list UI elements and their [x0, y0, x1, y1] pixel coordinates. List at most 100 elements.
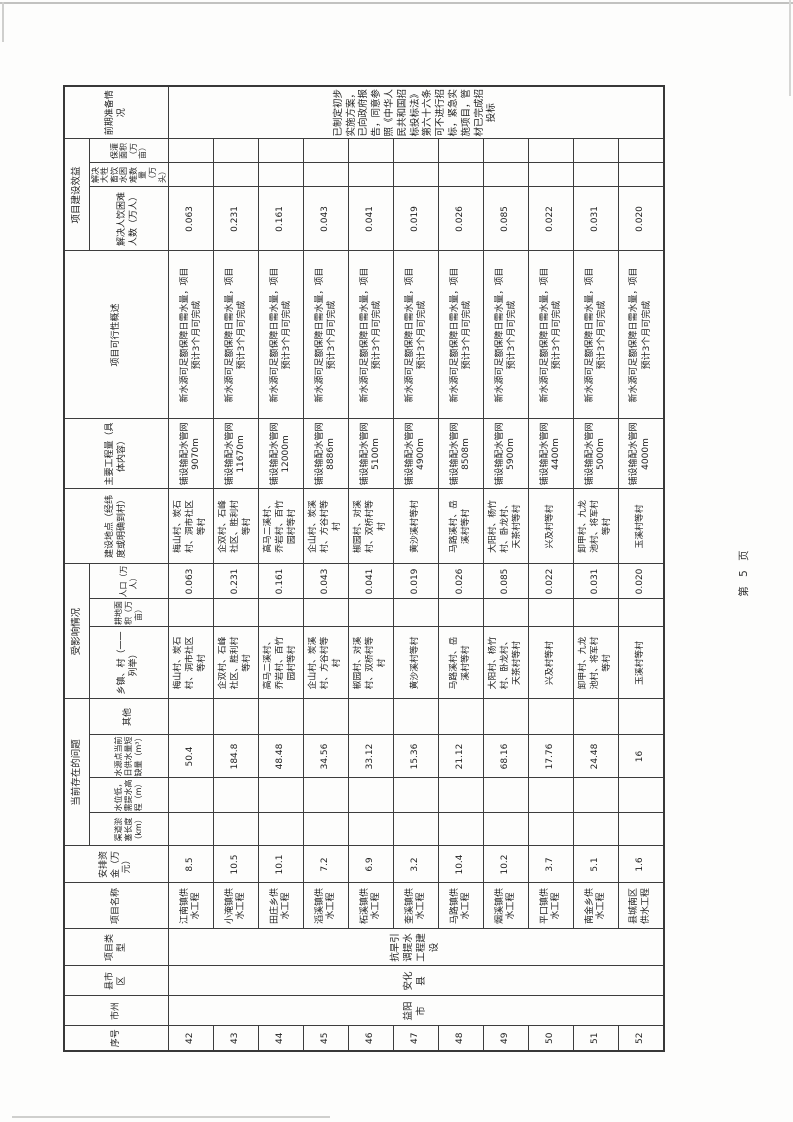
cell-livestock	[618, 162, 664, 187]
cell-population: 0.020	[618, 563, 664, 599]
cell-irrigation	[303, 138, 349, 163]
cell-people: 0.085	[483, 186, 529, 251]
header-name: 项目名称	[64, 883, 169, 929]
cell-villages: 企山村、炭溪村、方谷村等村	[303, 626, 349, 699]
cell-lift	[258, 778, 304, 813]
cell-seq: 45	[303, 1026, 349, 1051]
cell-lift	[393, 778, 439, 813]
header-group-impact: 受影响情况	[64, 563, 89, 699]
cell-project-name: 县城南区供水工程	[618, 883, 664, 929]
table-row: 42 益阳市 安化县 抗旱引调提水工程建设 江南镇供水工程 8.5 50.4 梅…	[168, 85, 664, 1051]
cell-population: 0.022	[528, 563, 574, 599]
cell-farmland	[483, 598, 529, 627]
cell-population: 0.031	[573, 563, 619, 599]
cell-farmland	[393, 598, 439, 627]
cell-seq: 47	[393, 1026, 439, 1051]
cell-location: 马路溪村、岳溪村等村	[438, 488, 484, 564]
cell-people: 0.020	[618, 186, 664, 251]
cell-irrigation	[483, 138, 529, 163]
table-row: 48 马路镇供水工程 10.4 21.12 马路溪村、岳溪村等村 0.026 马…	[438, 86, 484, 1051]
cell-farmland	[438, 598, 484, 627]
cell-fund: 6.9	[348, 846, 394, 883]
cell-shortage: 50.4	[168, 735, 214, 778]
cell-location: 卸甲村、九龙池村、将军村等村	[573, 488, 619, 564]
header-feasibility: 项目可行性概述	[64, 250, 169, 419]
cell-population: 0.043	[303, 563, 349, 599]
cell-seq: 44	[258, 1026, 304, 1051]
cell-irrigation	[348, 138, 394, 163]
cell-irrigation	[168, 138, 214, 163]
header-group-benefits: 项目建设效益	[64, 138, 89, 251]
cell-feasibility: 新水源可足额保障日需水量，项目预计3个月可完成	[168, 250, 214, 419]
cell-project-name: 平口镇供水工程	[528, 883, 574, 929]
cell-project-name: 滔溪镇供水工程	[303, 883, 349, 929]
cell-canal	[213, 813, 259, 846]
cell-project-name: 烟溪镇供水工程	[483, 883, 529, 929]
header-location: 建设地点（经纬度或明确到村）	[64, 488, 169, 564]
cell-farmland	[213, 598, 259, 627]
cell-people: 0.022	[528, 186, 574, 251]
cell-other	[168, 698, 214, 735]
cell-farmland	[303, 598, 349, 627]
cell-population: 0.063	[168, 563, 214, 599]
header-other: 其他	[89, 698, 169, 735]
cell-project-name: 江南镇供水工程	[168, 883, 214, 929]
cell-location: 企双村、石峰社区、胜利村等村	[213, 488, 259, 564]
table-row: 52 县城南区供水工程 1.6 16 玉溪村等村 0.020 玉溪村等村 铺设输…	[618, 86, 664, 1051]
table-row: 50 平口镇供水工程 3.7 17.76 兴及村等村 0.022 兴及村等村 铺…	[528, 86, 574, 1051]
cell-other	[618, 698, 664, 735]
header-type: 项目类型	[64, 929, 169, 966]
cell-project-name: 小淹镇供水工程	[213, 883, 259, 929]
cell-location: 兴及村等村	[528, 488, 574, 564]
cell-livestock	[303, 162, 349, 187]
cell-project-name: 奎溪镇供水工程	[393, 883, 439, 929]
cell-livestock	[393, 162, 439, 187]
table-row: 43 小淹镇供水工程 10.5 184.8 企双村、石峰社区、胜利村等村 0.2…	[213, 86, 259, 1051]
header-people-solved: 解决人饮困难人数（万人）	[89, 186, 169, 251]
cell-farmland	[258, 598, 304, 627]
header-fund: 安排资金（万元）	[64, 846, 169, 883]
cell-other	[438, 698, 484, 735]
cell-project-name: 马路镇供水工程	[438, 883, 484, 929]
header-livestock-solved: 解决大牲畜饮水困难数量（万头）	[89, 162, 169, 187]
cell-lift	[483, 778, 529, 813]
cell-works: 铺设输配水管网11670m	[213, 418, 259, 489]
cell-lift	[168, 778, 214, 813]
header-supply-shortage: 水源点当前日供水量短缺量（m³）	[89, 735, 169, 778]
cell-livestock	[573, 162, 619, 187]
cell-livestock	[348, 162, 394, 187]
cell-population: 0.161	[258, 563, 304, 599]
cell-canal	[168, 813, 214, 846]
cell-shortage: 33.12	[348, 735, 394, 778]
page-number: 第 5 页	[738, 547, 750, 597]
cell-villages: 兴及村等村	[528, 626, 574, 699]
cell-fund: 5.1	[573, 846, 619, 883]
cell-location: 大阳村、杨竹村、卧龙村、天茶村等村	[483, 488, 529, 564]
cell-villages: 大阳村、杨竹村、卧龙村、天茶村等村	[483, 626, 529, 699]
cell-other	[213, 698, 259, 735]
cell-shortage: 34.56	[303, 735, 349, 778]
cell-feasibility: 新水源可足额保障日需水量，项目预计3个月可完成	[303, 250, 349, 419]
cell-farmland	[618, 598, 664, 627]
cell-project-name: 田庄乡供水工程	[258, 883, 304, 929]
cell-livestock	[528, 162, 574, 187]
cell-feasibility: 新水源可足额保障日需水量，项目预计3个月可完成	[348, 250, 394, 419]
cell-people: 0.231	[213, 186, 259, 251]
cell-shortage: 24.48	[573, 735, 619, 778]
cell-canal	[528, 813, 574, 846]
cell-preparation: 已制定初步实施方案，已向政府报告，同意参照《中华人民共和国招标投标法》第六十六条…	[168, 85, 664, 139]
cell-location: 高马二溪村、乔岩村、百竹园村等村	[258, 488, 304, 564]
cell-fund: 3.2	[393, 846, 439, 883]
cell-shortage: 21.12	[438, 735, 484, 778]
table-row: 46 柘溪镇供水工程 6.9 33.12 椒园村、对溪村、双桥村等村 0.041…	[348, 86, 394, 1051]
cell-canal	[348, 813, 394, 846]
cell-villages: 马路溪村、岳溪村等村	[438, 626, 484, 699]
cell-works: 铺设输配水管网4900m	[393, 418, 439, 489]
cell-city: 益阳市	[168, 996, 664, 1026]
table-row: 45 滔溪镇供水工程 7.2 34.56 企山村、炭溪村、方谷村等村 0.043…	[303, 86, 349, 1051]
header-water-lift: 水位低，需提水高程（m）	[89, 778, 169, 813]
cell-canal	[573, 813, 619, 846]
cell-irrigation	[258, 138, 304, 163]
cell-project-name: 柘溪镇供水工程	[348, 883, 394, 929]
cell-irrigation	[573, 138, 619, 163]
